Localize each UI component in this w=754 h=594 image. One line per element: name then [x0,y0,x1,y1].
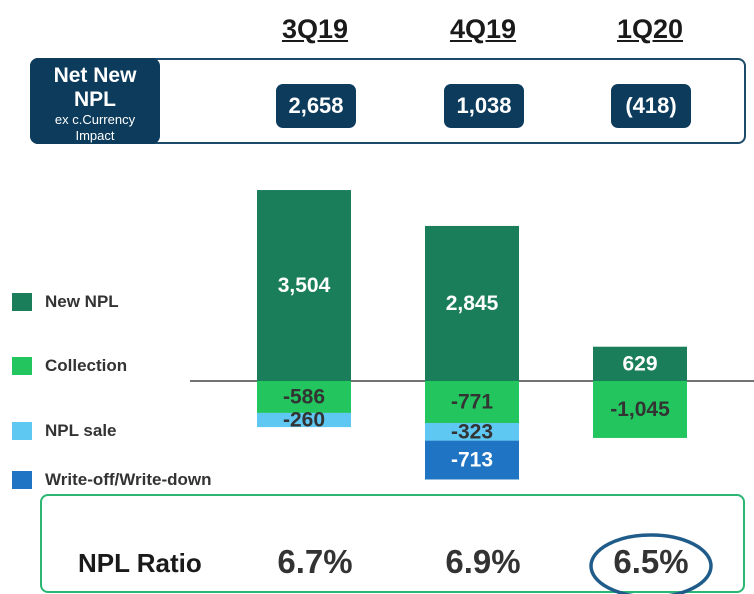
bar-segment [257,190,351,381]
bar-segment [425,381,519,424]
bar-segment [425,440,519,480]
npl-ratio-value: 6.9% [445,543,521,580]
legend-swatch [12,357,32,375]
period-header: 4Q19 [449,14,517,44]
bar-segment [257,412,351,428]
legend-swatch [12,422,32,440]
data-label: -771 [451,391,493,414]
data-label: -1,045 [610,398,670,421]
data-label: -323 [451,420,493,443]
net-new-npl-sublabel: ex c.Currency Impact [54,112,136,143]
legend-label: NPL sale [45,421,117,440]
npl-ratio-label: NPL Ratio [78,548,202,578]
bar-segment [425,225,519,381]
net-new-npl-label-box: Net New NPL ex c.Currency Impact [30,58,160,144]
legend-swatch [12,471,32,489]
highlight-ellipse [589,533,713,594]
data-label: 3,504 [278,274,331,297]
npl-ratio-panel [40,494,745,593]
period-header: 1Q20 [616,14,684,44]
net-new-npl-label: Net New NPL [53,64,137,111]
period-header: 3Q19 [281,14,349,44]
npl-ratio-value: 6.7% [277,543,353,580]
net-new-npl-value: (418) [611,84,691,128]
data-label: -713 [451,449,493,472]
data-label: -260 [283,409,325,432]
legend-label: New NPL [45,292,119,311]
net-new-npl-value: 1,038 [444,84,524,128]
bar-segment [593,346,687,381]
bar-segment [425,423,519,441]
data-label: 2,845 [446,292,499,315]
legend-label: Collection [45,356,128,375]
npl-ratio-value: 6.5% [613,543,689,580]
data-label: -586 [283,386,325,409]
bar-segment [593,381,687,438]
legend-label: Write-off/Write-down [45,470,212,489]
bar-segment [257,381,351,413]
legend-swatch [12,293,32,311]
net-new-npl-value: 2,658 [276,84,356,128]
data-label: 629 [622,352,657,375]
